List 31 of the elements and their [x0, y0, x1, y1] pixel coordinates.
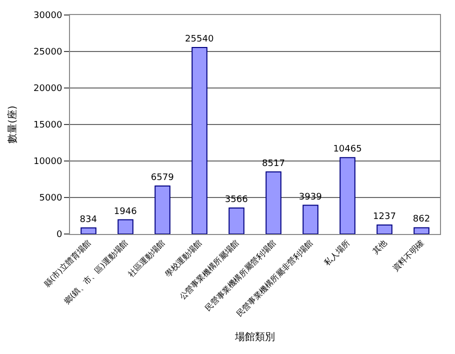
y-tick-label: 25000: [34, 48, 62, 58]
bar: [154, 185, 170, 234]
data-label: 1237: [373, 212, 396, 222]
data-label: 25540: [185, 34, 214, 45]
x-axis-title: 場館類別: [234, 330, 275, 343]
y-axis-title: 數量(座): [6, 106, 19, 144]
x-tick-label: 資料不明確: [391, 238, 426, 274]
y-tick-label: 0: [56, 230, 62, 240]
bar: [80, 227, 96, 234]
y-tick-label: 20000: [34, 84, 62, 94]
bar: [414, 227, 430, 234]
x-tick-label: 其他: [371, 238, 389, 256]
data-label: 10465: [333, 144, 362, 155]
data-label: 1946: [114, 206, 138, 217]
y-tick-label: 15000: [34, 120, 62, 131]
data-label: 8517: [262, 158, 285, 169]
data-label: 3566: [224, 194, 248, 205]
bar: [376, 224, 392, 234]
bar: [228, 207, 244, 234]
bar: [118, 219, 134, 234]
x-tick-label: 私人場所: [322, 238, 352, 268]
y-tick-label: 30000: [34, 11, 62, 22]
data-label: 834: [80, 214, 98, 225]
bar: [302, 204, 318, 234]
data-label: 6579: [150, 172, 174, 183]
data-label: 862: [412, 214, 430, 225]
bar: [266, 171, 282, 234]
bar: [192, 47, 208, 234]
bar: [340, 157, 356, 234]
y-tick-label: 10000: [34, 157, 62, 168]
y-tick-label: 5000: [39, 194, 62, 204]
